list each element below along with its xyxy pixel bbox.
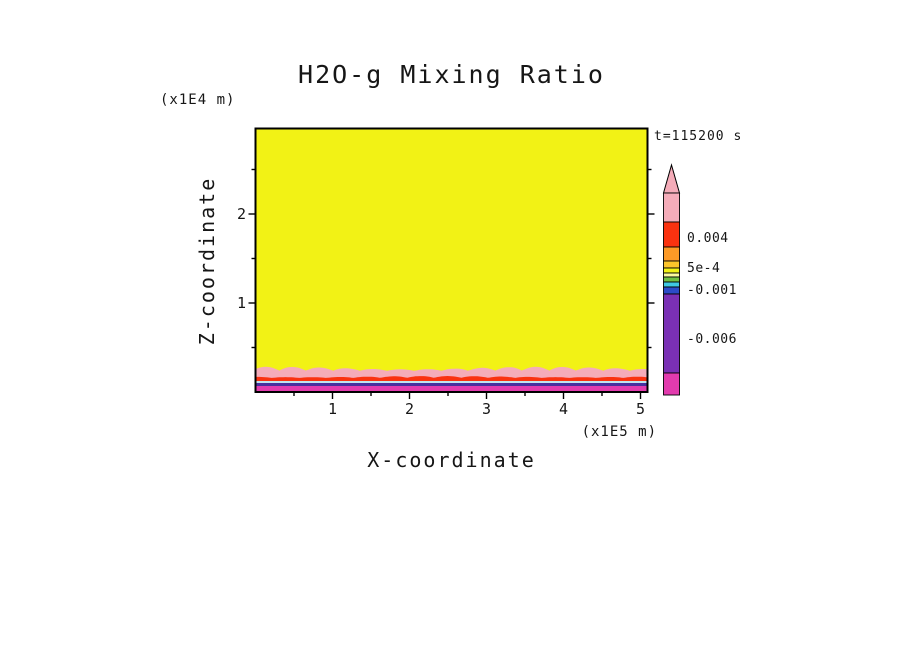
colorbar-segment — [663, 246, 680, 262]
x-tick-label: 3 — [481, 400, 492, 418]
axis-ticks — [248, 168, 655, 399]
plot-frame — [254, 127, 649, 393]
colorbar — [662, 163, 681, 396]
colorbar-label: -0.001 — [687, 283, 737, 298]
z-axis-title: Z-coordinate — [195, 176, 219, 346]
colorbar-label: -0.006 — [687, 332, 737, 347]
colorbar-segment — [663, 260, 680, 269]
colorbar-label: 0.004 — [687, 231, 729, 246]
field-background — [255, 128, 648, 392]
x-axis-unit-label: (x1E5 m) — [581, 424, 657, 440]
z-axis-unit-label: (x1E4 m) — [160, 92, 236, 108]
colorbar-segment — [663, 286, 680, 295]
colorbar-segment — [663, 281, 680, 288]
chart-title: H2O-g Mixing Ratio — [298, 60, 605, 89]
colorbar-arrow — [662, 163, 681, 194]
x-tick-label: 4 — [558, 400, 569, 418]
x-tick-label: 5 — [635, 400, 646, 418]
x-tick-label: 1 — [327, 400, 338, 418]
x-axis-title: X-coordinate — [367, 448, 536, 472]
indigo-layer — [255, 383, 648, 386]
light-cyan-layer — [255, 381, 648, 383]
colorbar-segment — [663, 272, 680, 278]
colorbar-label: 5e-4 — [687, 261, 721, 276]
colorbar-segment — [663, 276, 680, 283]
time-annotation: t=115200 s — [654, 129, 743, 144]
colorbar-segment — [663, 267, 680, 274]
colorbar-segment — [663, 192, 680, 223]
colorbar-segment — [663, 293, 680, 374]
magenta-layer — [255, 386, 648, 392]
colorbar-segment — [663, 372, 680, 396]
x-tick-label: 2 — [404, 400, 415, 418]
colorbar-segment — [663, 221, 680, 248]
z-tick-label: 2 — [236, 205, 246, 223]
field-layers — [255, 128, 648, 392]
z-tick-label: 1 — [236, 294, 246, 312]
